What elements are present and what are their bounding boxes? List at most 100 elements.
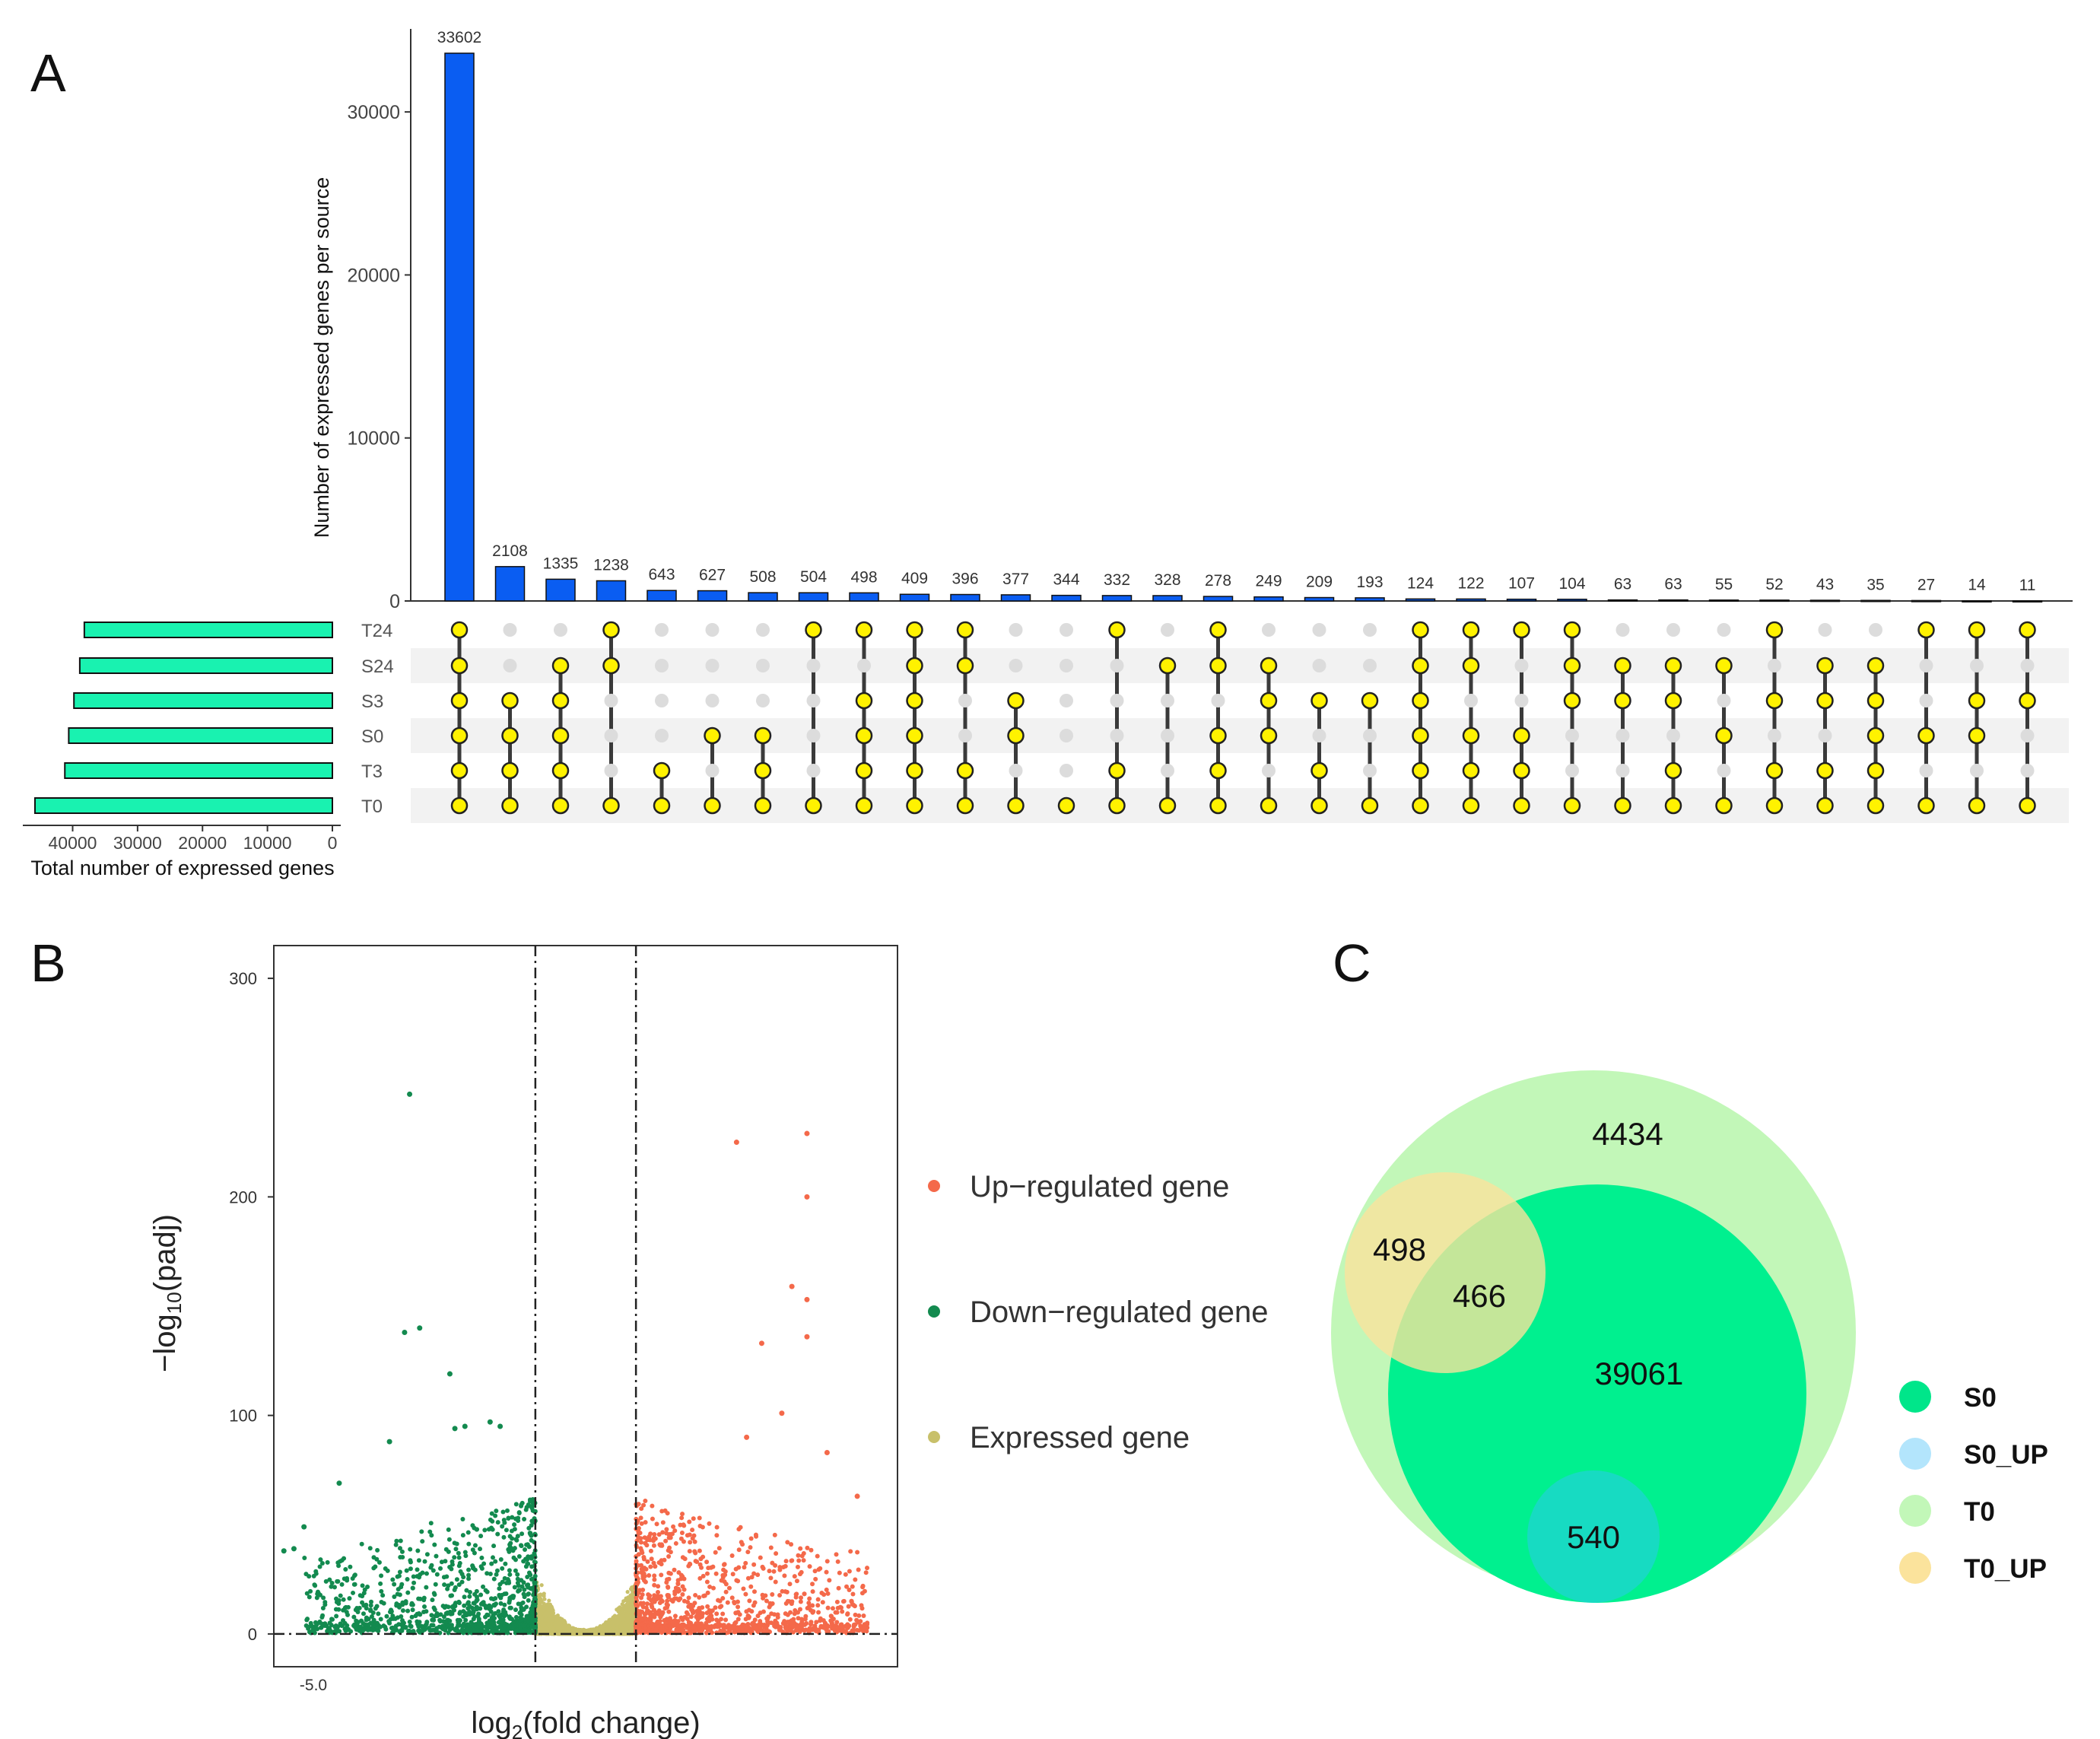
down-regulated-point bbox=[361, 1611, 366, 1617]
intersection-dot-inactive bbox=[1312, 659, 1326, 672]
intersection-dot-active bbox=[551, 761, 570, 780]
down-regulated-point bbox=[467, 1604, 472, 1609]
expressed-gene-point bbox=[618, 1612, 623, 1617]
up-regulated-point bbox=[663, 1538, 669, 1543]
down-regulated-point bbox=[376, 1611, 381, 1617]
down-regulated-point bbox=[469, 1623, 475, 1629]
panel-label-c: C bbox=[1333, 933, 1371, 993]
intersection-bar-label: 249 bbox=[1255, 573, 1282, 590]
down-regulated-point bbox=[408, 1624, 414, 1629]
down-regulated-point bbox=[424, 1585, 429, 1590]
down-regulated-point bbox=[354, 1627, 359, 1632]
intersection-dot-active bbox=[1260, 656, 1278, 675]
intersection-dot-active bbox=[1412, 726, 1429, 745]
down-regulated-point bbox=[397, 1569, 402, 1575]
intersection-dot-inactive bbox=[1363, 729, 1377, 742]
set-size-tick-label: 0 bbox=[328, 833, 338, 853]
down-regulated-point bbox=[399, 1582, 405, 1587]
down-regulated-point bbox=[460, 1533, 465, 1538]
down-regulated-point bbox=[487, 1606, 492, 1611]
down-regulated-point bbox=[404, 1568, 409, 1573]
set-name-label: T24 bbox=[361, 621, 392, 641]
intersection-bar-label: 14 bbox=[1968, 577, 1986, 594]
intersection-bar-label: 328 bbox=[1154, 571, 1180, 589]
expressed-gene-point bbox=[606, 1623, 612, 1629]
down-regulated-point bbox=[347, 1596, 352, 1601]
intersection-dot-inactive bbox=[2020, 659, 2035, 672]
down-regulated-point bbox=[475, 1598, 480, 1603]
down-regulated-point bbox=[495, 1531, 500, 1537]
intersection-dot-inactive bbox=[1060, 623, 1073, 637]
up-regulated-point bbox=[697, 1515, 702, 1521]
expressed-gene-point bbox=[541, 1628, 546, 1633]
down-regulated-point bbox=[419, 1529, 424, 1534]
intersection-dot-inactive bbox=[1060, 729, 1073, 742]
down-regulated-point bbox=[416, 1558, 421, 1563]
set-size-tick-label: 30000 bbox=[113, 833, 162, 853]
intersection-dot-inactive bbox=[1616, 623, 1630, 637]
up-regulated-point bbox=[824, 1559, 830, 1564]
intersection-bar bbox=[899, 593, 930, 602]
intersection-dot-active bbox=[1462, 656, 1480, 675]
down-regulated-point bbox=[515, 1580, 520, 1585]
down-regulated-point bbox=[505, 1577, 510, 1582]
down-regulated-point bbox=[519, 1531, 525, 1537]
intersection-dot-active bbox=[1209, 796, 1227, 815]
down-regulated-point bbox=[446, 1583, 451, 1588]
intersection-dot-active bbox=[1968, 726, 1986, 745]
intersection-dot-active bbox=[956, 621, 974, 639]
down-regulated-point bbox=[456, 1555, 462, 1560]
intersection-dot-active bbox=[1765, 761, 1784, 780]
down-regulated-point bbox=[342, 1620, 348, 1626]
intersection-dot-inactive bbox=[1110, 659, 1124, 672]
intersection-dot-active bbox=[1513, 621, 1530, 639]
down-regulated-point bbox=[529, 1564, 535, 1569]
down-regulated-point bbox=[400, 1618, 405, 1623]
down-regulated-point bbox=[338, 1593, 343, 1598]
intersection-dot-inactive bbox=[806, 694, 821, 707]
intersection-dot-active bbox=[450, 691, 469, 710]
down-regulated-point bbox=[516, 1515, 521, 1521]
down-regulated-point bbox=[405, 1590, 411, 1595]
down-regulated-point bbox=[427, 1628, 433, 1633]
intersection-dot-inactive bbox=[655, 694, 669, 707]
expressed-gene-point bbox=[542, 1591, 546, 1596]
intersection-dot-active bbox=[1361, 796, 1379, 815]
down-regulated-point bbox=[410, 1585, 415, 1591]
intersection-bar bbox=[1506, 598, 1537, 602]
matrix-row-band bbox=[411, 648, 2069, 683]
down-regulated-point bbox=[519, 1543, 524, 1548]
intersection-bar bbox=[1405, 598, 1436, 602]
up-regulated-point bbox=[639, 1563, 644, 1568]
intersection-dot-active bbox=[1765, 621, 1784, 639]
expressed-gene-point bbox=[625, 1608, 630, 1613]
intersection-dot-active bbox=[1765, 796, 1784, 815]
expressed-gene-point bbox=[540, 1607, 545, 1612]
down-regulated-point bbox=[504, 1508, 510, 1513]
down-regulated-point bbox=[443, 1610, 449, 1616]
down-regulated-point bbox=[339, 1582, 345, 1587]
down-regulated-point bbox=[441, 1614, 446, 1620]
down-regulated-point bbox=[313, 1571, 319, 1576]
down-regulated-point bbox=[446, 1537, 452, 1542]
down-regulated-point bbox=[322, 1600, 328, 1605]
up-regulated-point bbox=[733, 1566, 739, 1572]
down-regulated-point bbox=[472, 1567, 478, 1572]
expressed-gene-point bbox=[548, 1620, 553, 1624]
down-regulated-point bbox=[364, 1615, 369, 1620]
down-regulated-point bbox=[409, 1614, 415, 1620]
intersection-dot-inactive bbox=[756, 694, 770, 707]
y-tick-label: 10000 bbox=[347, 428, 400, 450]
intersection-dot-active bbox=[1412, 621, 1429, 639]
down-regulated-point bbox=[343, 1566, 348, 1572]
down-regulated-point bbox=[433, 1629, 438, 1634]
down-regulated-point bbox=[329, 1617, 335, 1622]
expressed-gene-point bbox=[536, 1613, 541, 1617]
down-regulated-point bbox=[532, 1551, 537, 1556]
intersection-bar-label: 104 bbox=[1558, 575, 1585, 593]
intersection-dot-inactive bbox=[1363, 659, 1377, 672]
down-regulated-point bbox=[422, 1604, 427, 1610]
down-regulated-point bbox=[501, 1611, 507, 1617]
